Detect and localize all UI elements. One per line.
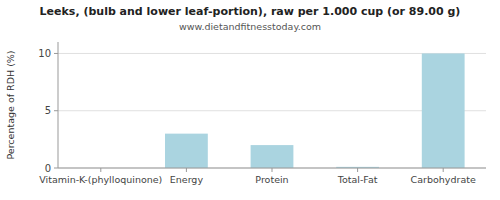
chart-svg: Leeks, (bulb and lower leaf-portion), ra… (0, 0, 500, 200)
y-tick (54, 53, 58, 54)
title: Leeks, (bulb and lower leaf-portion), ra… (40, 5, 461, 18)
x-tick-label: Vitamin-K-(phylloquinone) (39, 174, 162, 185)
bar (422, 53, 465, 168)
x-tick (357, 168, 358, 172)
x-tick-label: Total-Fat (337, 174, 378, 185)
y-axis-label: Percentage of RDH (%) (5, 50, 16, 159)
bars (165, 53, 465, 168)
bar (251, 145, 294, 168)
x-tick (272, 168, 273, 172)
x-tick-label: Carbohydrate (411, 174, 476, 185)
y-axis-line (58, 42, 59, 168)
x-tick (443, 168, 444, 172)
bar (165, 134, 208, 168)
subtitle: www.dietandfitnesstoday.com (179, 21, 321, 32)
x-tick-label: Energy (170, 174, 204, 185)
y-tick (54, 168, 58, 169)
chart-container: Leeks, (bulb and lower leaf-portion), ra… (0, 0, 500, 200)
y-tick-label: 10 (38, 48, 51, 59)
y-tick-label: 5 (45, 105, 51, 116)
x-tick (100, 168, 101, 172)
x-tick-label: Protein (255, 174, 288, 185)
x-tick (186, 168, 187, 172)
y-tick (54, 110, 58, 111)
y-tick-label: 0 (45, 163, 51, 174)
